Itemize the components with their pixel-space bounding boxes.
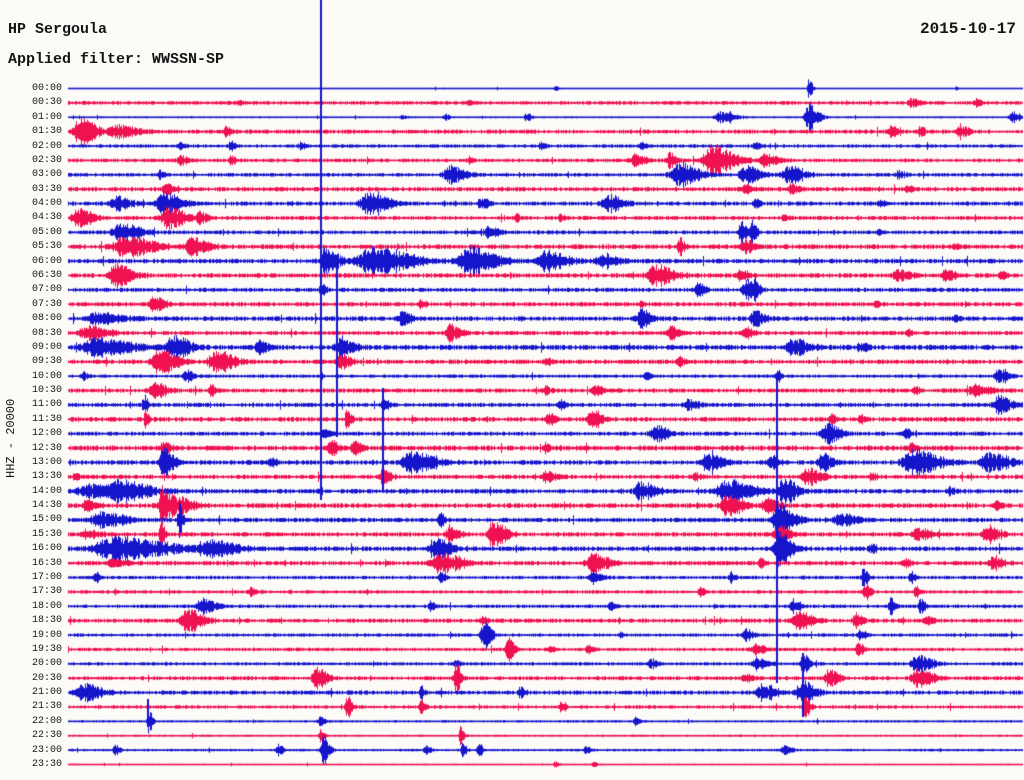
row-time-label: 01:00 [31,111,62,123]
row-time-label: 01:30 [31,126,62,138]
row-time-label: 04:30 [31,212,62,224]
row-time-label: 16:00 [31,543,62,555]
row-time-label: 08:30 [31,327,62,339]
row-time-label: 22:00 [31,715,62,727]
row-time-label: 02:30 [31,154,62,166]
row-time-label: 04:00 [31,198,62,210]
station-title: HP Sergoula [8,21,108,38]
row-time-label: 09:30 [31,356,62,368]
row-time-label: 10:30 [31,385,62,397]
row-time-label: 23:30 [31,759,62,770]
row-time-label: 06:30 [31,269,62,281]
row-time-label: 19:00 [31,629,62,641]
row-time-label: 03:00 [31,169,62,181]
row-time-label: 19:30 [31,643,62,655]
row-time-label: 18:30 [31,615,62,627]
row-time-label: 20:30 [31,672,62,684]
date-label: 2015-10-17 [919,20,1016,38]
row-time-label: 11:00 [31,399,62,411]
row-time-label: 09:00 [31,341,62,353]
row-time-label: 20:00 [31,658,62,670]
row-time-label: 07:00 [31,284,62,296]
row-time-label: 08:00 [31,313,62,325]
row-time-label: 15:00 [31,514,62,526]
row-time-label: 22:30 [31,730,62,742]
row-time-label: 12:30 [31,442,62,454]
row-time-label: 10:00 [31,370,62,382]
row-time-label: 16:30 [31,557,62,569]
row-time-label: 00:00 [31,83,62,94]
row-time-label: 23:00 [31,744,62,756]
row-time-label: 05:00 [31,226,62,238]
row-time-label: 14:00 [31,485,62,497]
row-time-label: 05:30 [31,241,62,253]
row-time-label: 14:30 [31,500,62,512]
row-time-label: 13:00 [31,456,62,468]
row-time-label: 12:00 [31,428,62,440]
row-time-label: 17:30 [31,586,62,598]
row-time-label: 06:00 [31,255,62,267]
row-time-label: 21:00 [31,687,62,699]
row-time-label: 02:00 [31,140,62,152]
channel-scale-label: HHZ - 20000 [4,398,18,478]
row-time-label: 07:30 [31,298,62,310]
applied-filter-label: Applied filter: WWSSN-SP [8,51,225,68]
row-time-label: 21:30 [31,701,62,713]
row-time-label: 00:30 [31,97,62,109]
row-time-label: 13:30 [31,471,62,483]
row-time-label: 15:30 [31,528,62,540]
row-time-label: 17:00 [31,572,62,584]
row-time-label: 18:00 [31,600,62,612]
row-time-label: 03:30 [31,183,62,195]
row-time-label: 11:30 [31,413,62,425]
